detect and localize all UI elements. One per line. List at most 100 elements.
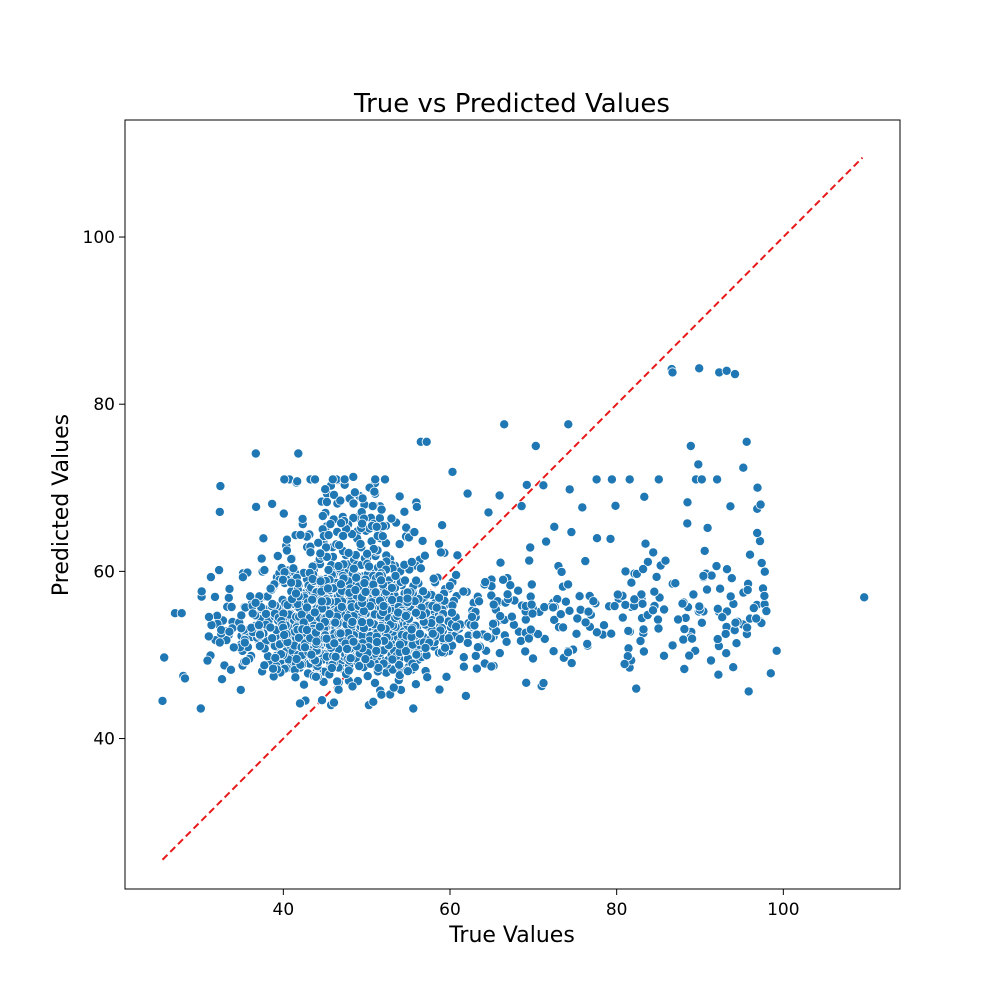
data-point	[228, 642, 239, 653]
data-point	[239, 637, 250, 648]
data-point	[235, 684, 246, 695]
data-point	[226, 602, 237, 613]
data-point	[505, 580, 516, 591]
data-point	[322, 583, 333, 594]
data-point	[659, 604, 670, 615]
data-point	[364, 561, 375, 572]
data-point	[359, 578, 370, 589]
data-point	[286, 554, 297, 565]
data-point	[328, 489, 339, 500]
data-point	[272, 551, 283, 562]
data-point	[294, 698, 305, 709]
data-point	[525, 624, 536, 635]
data-point	[410, 607, 421, 618]
data-point	[394, 491, 405, 502]
data-point	[725, 591, 736, 602]
data-point	[357, 493, 368, 504]
data-point	[673, 614, 684, 625]
data-point	[223, 592, 234, 603]
data-point	[345, 653, 356, 664]
plot-frame	[124, 119, 901, 890]
data-point	[471, 663, 482, 674]
data-point	[325, 519, 336, 530]
y-axis-ticks: 40 60 80 100	[83, 228, 125, 750]
data-point	[316, 596, 327, 607]
data-point	[698, 570, 709, 581]
data-point	[771, 645, 782, 656]
data-point	[245, 591, 256, 602]
data-point	[406, 557, 417, 568]
data-point	[291, 654, 302, 665]
data-point	[564, 484, 575, 495]
data-point	[452, 550, 463, 561]
y-tick-label: 80	[93, 395, 115, 415]
data-point	[402, 593, 413, 604]
data-point	[523, 633, 534, 644]
data-point	[660, 555, 671, 566]
data-point	[203, 631, 214, 642]
data-point	[631, 683, 642, 694]
data-point	[362, 548, 373, 559]
data-point	[386, 513, 397, 524]
data-point	[281, 545, 292, 556]
data-point	[377, 531, 388, 542]
data-point	[209, 591, 220, 602]
data-point	[323, 530, 334, 541]
data-point	[360, 586, 371, 597]
data-point	[336, 601, 347, 612]
data-point	[321, 633, 332, 644]
data-point	[626, 577, 637, 588]
data-point	[640, 538, 651, 549]
data-point	[376, 575, 387, 586]
data-point	[310, 671, 321, 682]
data-point	[472, 642, 483, 653]
data-point	[454, 634, 465, 645]
data-point	[759, 590, 770, 601]
data-point	[320, 484, 331, 495]
data-point	[224, 583, 235, 594]
data-point	[216, 625, 227, 636]
data-point	[247, 608, 258, 619]
data-point	[376, 504, 387, 515]
reference-line-layer	[161, 156, 864, 861]
data-point	[670, 578, 681, 589]
data-point	[348, 471, 359, 482]
data-point	[250, 448, 261, 459]
data-point	[721, 365, 732, 376]
data-point	[195, 703, 206, 714]
data-point	[323, 564, 334, 575]
data-point	[738, 462, 749, 473]
data-point	[653, 474, 664, 485]
data-point	[667, 640, 678, 651]
data-point	[305, 547, 316, 558]
data-point	[369, 678, 380, 689]
data-point	[591, 627, 602, 638]
data-point	[309, 607, 320, 618]
data-point	[440, 642, 451, 653]
data-point	[315, 576, 326, 587]
data-point	[539, 633, 550, 644]
data-point	[629, 594, 640, 605]
data-point	[267, 633, 278, 644]
data-point	[649, 586, 660, 597]
data-point	[316, 695, 327, 706]
data-point	[539, 602, 550, 613]
data-point	[702, 522, 713, 533]
x-axis-ticks: 40 60 80 100	[273, 889, 800, 920]
data-point	[580, 556, 591, 567]
data-point	[421, 436, 432, 447]
data-point	[743, 686, 754, 697]
data-point	[394, 670, 405, 681]
data-point	[521, 677, 532, 688]
data-point	[471, 629, 482, 640]
data-point	[348, 563, 359, 574]
data-point	[528, 653, 539, 664]
data-point	[348, 513, 359, 524]
data-point	[759, 566, 770, 577]
data-point	[530, 440, 541, 451]
data-point	[386, 582, 397, 593]
data-point	[388, 682, 399, 693]
data-point	[693, 459, 704, 470]
data-point	[379, 474, 390, 485]
data-point	[495, 611, 506, 622]
